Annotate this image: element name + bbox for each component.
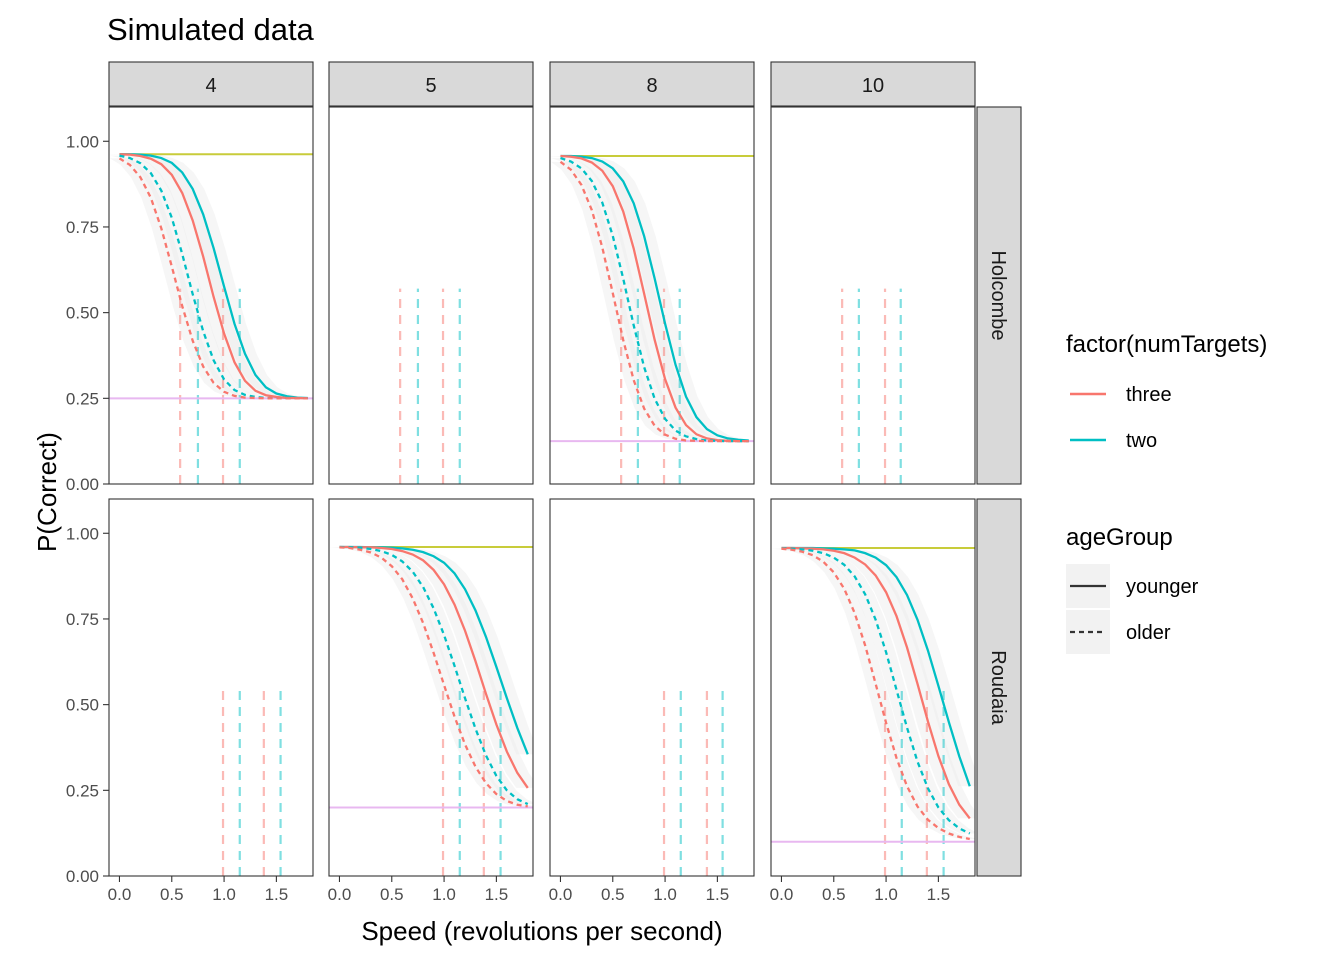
legend-title: ageGroup [1066, 524, 1173, 551]
x-tick-label: 1.0 [653, 885, 677, 904]
x-tick-label: 1.0 [432, 885, 456, 904]
y-tick-label: 0.00 [66, 867, 99, 886]
y-tick-label: 1.00 [66, 524, 99, 543]
strip-label: Holcombe [987, 250, 1009, 340]
legend-label: older [1126, 622, 1171, 644]
series-three-older [559, 160, 749, 443]
x-tick-label: 0.0 [108, 885, 132, 904]
panel-border [108, 106, 314, 485]
panel-holcombe-4 [108, 106, 314, 485]
y-tick-label: 0.50 [66, 304, 99, 323]
series-three-younger [119, 153, 308, 400]
panel-border [328, 106, 534, 485]
x-tick-label: 1.5 [706, 885, 730, 904]
x-tick-label: 0.5 [380, 885, 404, 904]
y-axis-label: P(Correct) [32, 432, 62, 552]
strip-row-roudaia [976, 498, 1022, 877]
series-two-younger [560, 154, 749, 442]
legend-label: three [1126, 384, 1172, 406]
panel-roudaia-5 [328, 498, 534, 877]
x-tick-label: 1.5 [485, 885, 509, 904]
panel-holcombe-10 [770, 106, 976, 485]
series-three-older [339, 546, 528, 808]
strip-column-10 [770, 61, 976, 107]
facet-strips: 4 5 8 10 Holcombe Roudaia [108, 61, 1022, 877]
series-three-older [118, 157, 308, 400]
panel-border [770, 498, 976, 877]
chart-title: Simulated data [107, 12, 315, 47]
series-three-younger [339, 545, 529, 789]
y-tick-label: 0.75 [66, 218, 99, 237]
panel-border [328, 498, 534, 877]
series-two-younger [119, 153, 308, 400]
panel-roudaia-10 [770, 498, 976, 877]
y-tick-label: 0.50 [66, 696, 99, 715]
y-tick-label: 0.75 [66, 610, 99, 629]
x-tick-label: 0.0 [770, 885, 794, 904]
strip-label: 10 [862, 75, 884, 97]
x-tick-label: 0.0 [549, 885, 573, 904]
panel-border [770, 106, 976, 485]
x-tick-label: 0.5 [160, 885, 184, 904]
ribbon-three-younger [109, 154, 313, 399]
ribbon-three-older [110, 158, 313, 399]
panel-border [108, 498, 314, 877]
x-tick-label: 0.0 [328, 885, 352, 904]
legend-label: two [1126, 430, 1157, 452]
legend-title: factor(numTargets) [1066, 331, 1267, 358]
ribbon-two-younger [329, 546, 533, 755]
ribbon-two-younger [771, 548, 975, 787]
panels-layer [108, 106, 976, 877]
strip-row-holcombe [976, 106, 1022, 485]
ribbon-two-older [772, 548, 975, 834]
y-tick-label: 1.00 [66, 132, 99, 151]
strip-label: 5 [425, 75, 436, 97]
panel-roudaia-8 [549, 498, 755, 877]
x-tick-label: 0.5 [601, 885, 625, 904]
series-two-older [339, 545, 529, 806]
strip-column-5 [328, 61, 534, 107]
strip-column-8 [549, 61, 755, 107]
ribbon-three-older [551, 161, 754, 442]
series-two-older [781, 547, 971, 835]
strip-label: 8 [646, 75, 657, 97]
legend-layer: factor(numTargets) three two ageGroup younge… [1066, 331, 1267, 654]
ribbon-two-younger [109, 154, 313, 398]
ribbon-three-younger [550, 156, 754, 442]
x-tick-label: 0.5 [822, 885, 846, 904]
ribbon-two-younger [550, 156, 754, 441]
ribbon-three-younger [771, 548, 975, 819]
ribbon-two-older [110, 155, 313, 399]
panel-border [549, 106, 755, 485]
strip-label: Roudaia [987, 650, 1009, 725]
x-tick-label: 1.0 [874, 885, 898, 904]
ribbon-two-older [330, 546, 533, 805]
ribbon-three-older [772, 548, 975, 839]
x-tick-label: 1.5 [927, 885, 951, 904]
x-axis-label: Speed (revolutions per second) [361, 916, 722, 946]
panel-holcombe-8 [549, 106, 755, 485]
ribbon-two-older [551, 158, 754, 442]
x-tick-label: 1.5 [265, 885, 289, 904]
series-two-older [119, 154, 308, 400]
panel-roudaia-4 [108, 498, 314, 877]
panel-border [549, 498, 755, 877]
legend-label: younger [1126, 576, 1199, 598]
strip-column-4 [108, 61, 314, 107]
x-tick-label: 1.0 [212, 885, 236, 904]
y-tick-label: 0.00 [66, 475, 99, 494]
series-two-older [560, 156, 749, 443]
y-tick-label: 0.25 [66, 389, 99, 408]
y-tick-label: 0.25 [66, 781, 99, 800]
strip-label: 4 [205, 75, 216, 97]
axes-layer: 0.000.250.500.751.000.000.250.500.751.00… [66, 132, 950, 904]
panel-holcombe-5 [328, 106, 534, 485]
series-three-younger [781, 546, 971, 820]
